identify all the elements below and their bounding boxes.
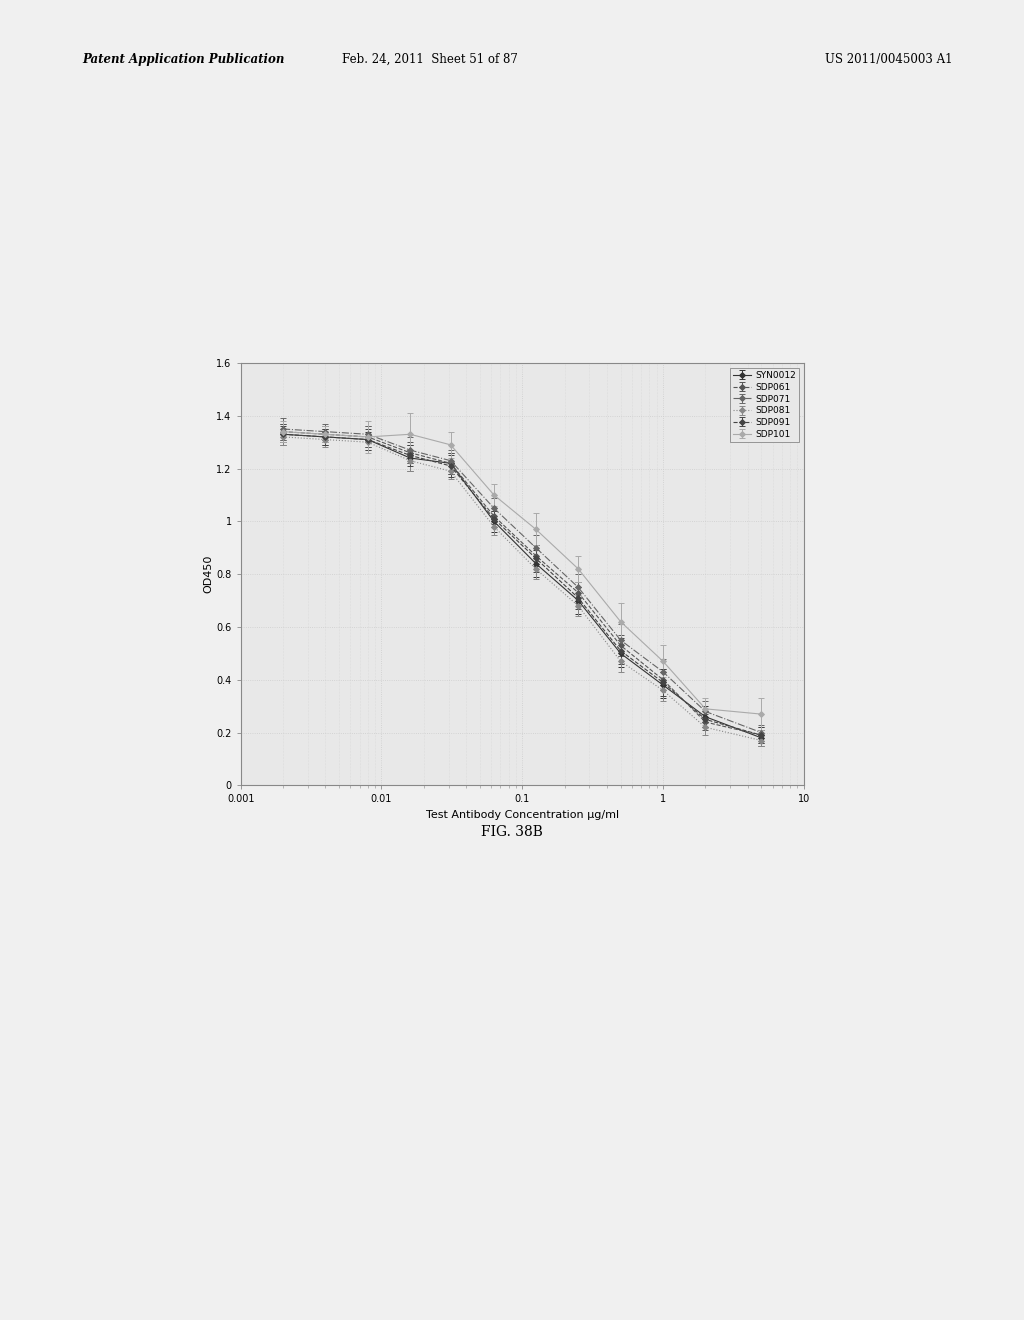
Y-axis label: OD450: OD450: [204, 554, 213, 594]
Text: US 2011/0045003 A1: US 2011/0045003 A1: [824, 53, 952, 66]
Text: Patent Application Publication: Patent Application Publication: [82, 53, 285, 66]
Text: FIG. 38B: FIG. 38B: [481, 825, 543, 840]
Legend: SYN0012, SDP061, SDP071, SDP081, SDP091, SDP101: SYN0012, SDP061, SDP071, SDP081, SDP091,…: [730, 367, 800, 442]
Text: Feb. 24, 2011  Sheet 51 of 87: Feb. 24, 2011 Sheet 51 of 87: [342, 53, 518, 66]
X-axis label: Test Antibody Concentration µg/ml: Test Antibody Concentration µg/ml: [426, 810, 618, 820]
